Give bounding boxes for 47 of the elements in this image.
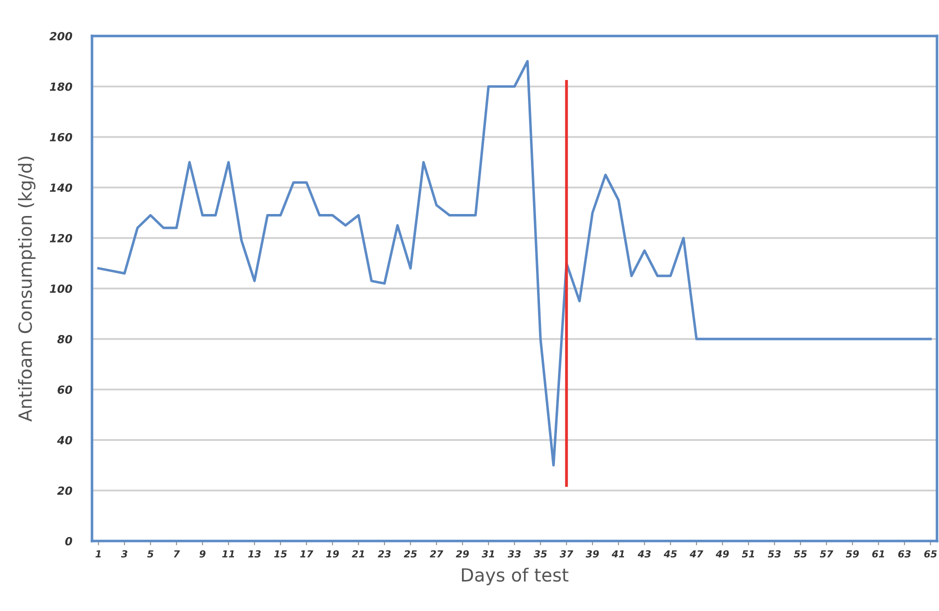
- x-tick-label: 21: [352, 550, 364, 558]
- y-tick-label: 100: [50, 284, 72, 293]
- y-tick-label: 0: [65, 536, 72, 546]
- x-tick-label: 29: [456, 550, 469, 558]
- x-tick-label: 13: [248, 550, 261, 558]
- x-tick-label: 43: [638, 550, 651, 558]
- y-tick-label: 140: [50, 183, 72, 192]
- line-series: [97, 60, 932, 466]
- y-tick-label: 60: [58, 385, 72, 394]
- y-tick-label: 20: [57, 486, 72, 495]
- x-tick-label: 19: [326, 550, 339, 558]
- x-tick-label: 35: [534, 550, 547, 558]
- x-tick-label: 65: [924, 550, 937, 558]
- x-tick-label: 3: [121, 550, 128, 558]
- x-tick-label: 59: [846, 550, 859, 558]
- x-tick-label: 55: [794, 550, 807, 558]
- y-tick-label: 160: [50, 132, 72, 142]
- x-tick-label: 5: [147, 550, 154, 558]
- x-tick-label: 47: [690, 550, 704, 558]
- x-axis-title: Days of test: [462, 568, 568, 586]
- x-tick-label: 31: [482, 550, 494, 558]
- x-tick-label: 57: [820, 550, 834, 558]
- y-tick-label: 40: [57, 436, 72, 444]
- x-tick-label: 7: [174, 550, 180, 558]
- x-tick-label: 61: [872, 550, 884, 558]
- x-tick-label: 17: [300, 550, 314, 558]
- y-axis-title: Antifoam Consumption (kg/d): [18, 156, 36, 422]
- x-tick-label: 15: [274, 550, 287, 558]
- x-tick-label: 27: [430, 550, 444, 558]
- x-tick-label: 39: [586, 550, 599, 558]
- x-tick-label: 45: [664, 550, 677, 558]
- x-tick-label: 23: [378, 550, 391, 558]
- y-tick-label: 180: [50, 82, 72, 91]
- x-tick-label: 11: [222, 550, 234, 558]
- y-tick-label: 80: [57, 334, 72, 344]
- x-tick-label: 41: [612, 550, 624, 558]
- x-tick-label: 1: [96, 550, 101, 558]
- x-tick-label: 9: [200, 550, 206, 558]
- y-tick-label: 200: [49, 32, 72, 40]
- x-tick-label: 25: [404, 550, 417, 558]
- y-tick-label: 120: [50, 234, 72, 242]
- x-tick-label: 63: [898, 550, 911, 558]
- x-tick-label: 37: [560, 550, 574, 558]
- x-tick-label: 33: [508, 550, 521, 558]
- x-tick-label: 51: [742, 550, 754, 558]
- x-tick-label: 53: [768, 550, 781, 558]
- x-tick-label: 49: [716, 550, 729, 558]
